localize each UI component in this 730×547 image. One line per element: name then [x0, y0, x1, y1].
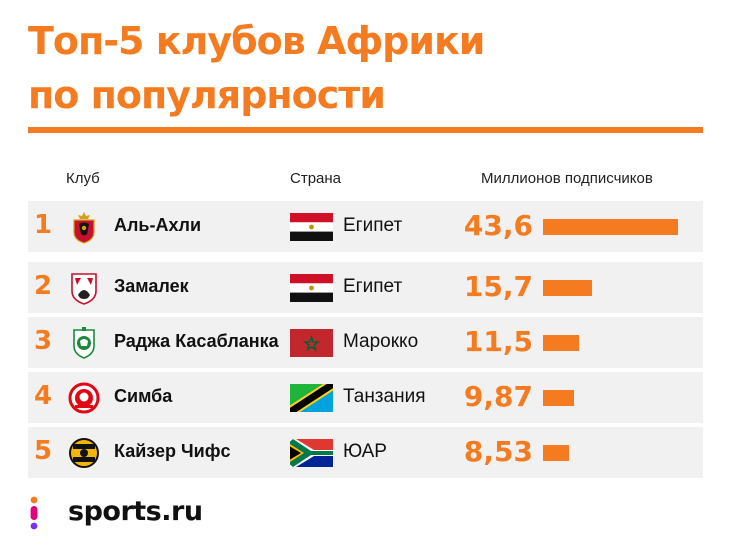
- raja-crest-icon: [73, 327, 95, 359]
- club-name: Раджа Касабланка: [114, 331, 279, 351]
- country-name: Марокко: [343, 331, 419, 352]
- data-label: 9,87: [463, 380, 533, 413]
- morocco-flag-icon: [290, 329, 333, 357]
- simba-crest-icon: [68, 382, 100, 414]
- egypt-flag-icon: [290, 213, 333, 241]
- al-ahly-crest-icon: [73, 212, 95, 244]
- rank-label: 2: [34, 271, 53, 301]
- title-divider: [28, 127, 703, 133]
- rank-label: 1: [34, 210, 53, 240]
- table-row: 1 Аль-Ахли Египет 43,6: [28, 201, 703, 252]
- kaizer-chiefs-crest-icon: [69, 438, 99, 468]
- table-row: 4 Симба Танзания 9,87: [28, 372, 703, 423]
- rank-label: 3: [34, 326, 53, 356]
- column-header-country: Страна: [290, 170, 342, 187]
- club-name: Кайзер Чифс: [114, 441, 231, 461]
- brand-name: sports.ru: [68, 496, 203, 527]
- column-header-followers: Миллионов подписчиков: [481, 170, 653, 187]
- rank-label: 4: [34, 381, 53, 411]
- bar: [543, 390, 574, 406]
- tanzania-flag-icon: [290, 384, 333, 412]
- column-header-club: Клуб: [66, 170, 100, 187]
- data-label: 43,6: [463, 209, 533, 242]
- data-label: 15,7: [463, 270, 533, 303]
- bar: [543, 335, 579, 351]
- club-name: Аль-Ахли: [114, 215, 202, 235]
- bar: [543, 219, 678, 235]
- egypt-flag-icon: [290, 274, 333, 302]
- country-name: Египет: [343, 215, 403, 236]
- zamalek-crest-icon: [71, 273, 97, 305]
- club-name: Замалек: [114, 276, 189, 296]
- table-row: 5 Кайзер Чифс ЮАР 8,53: [28, 427, 703, 478]
- bar: [543, 280, 592, 296]
- table-row: 2 Замалек Египет 15,7: [28, 262, 703, 313]
- rank-label: 5: [34, 436, 53, 466]
- data-label: 11,5: [463, 325, 533, 358]
- data-label: 8,53: [463, 435, 533, 468]
- country-name: Египет: [343, 276, 403, 297]
- table-row: 3 Раджа Касабланка Марокко 11,5: [28, 317, 703, 368]
- country-name: Танзания: [343, 386, 426, 407]
- bar: [543, 445, 569, 461]
- brand-dots-icon: [30, 496, 38, 530]
- club-name: Симба: [114, 386, 173, 406]
- title-line-1: Топ-5 клубов Африки: [28, 19, 485, 63]
- country-name: ЮАР: [343, 441, 387, 462]
- chart-title: Топ-5 клубов Африки по популярности: [28, 14, 485, 122]
- title-line-2: по популярности: [28, 73, 386, 117]
- south-africa-flag-icon: [290, 439, 333, 467]
